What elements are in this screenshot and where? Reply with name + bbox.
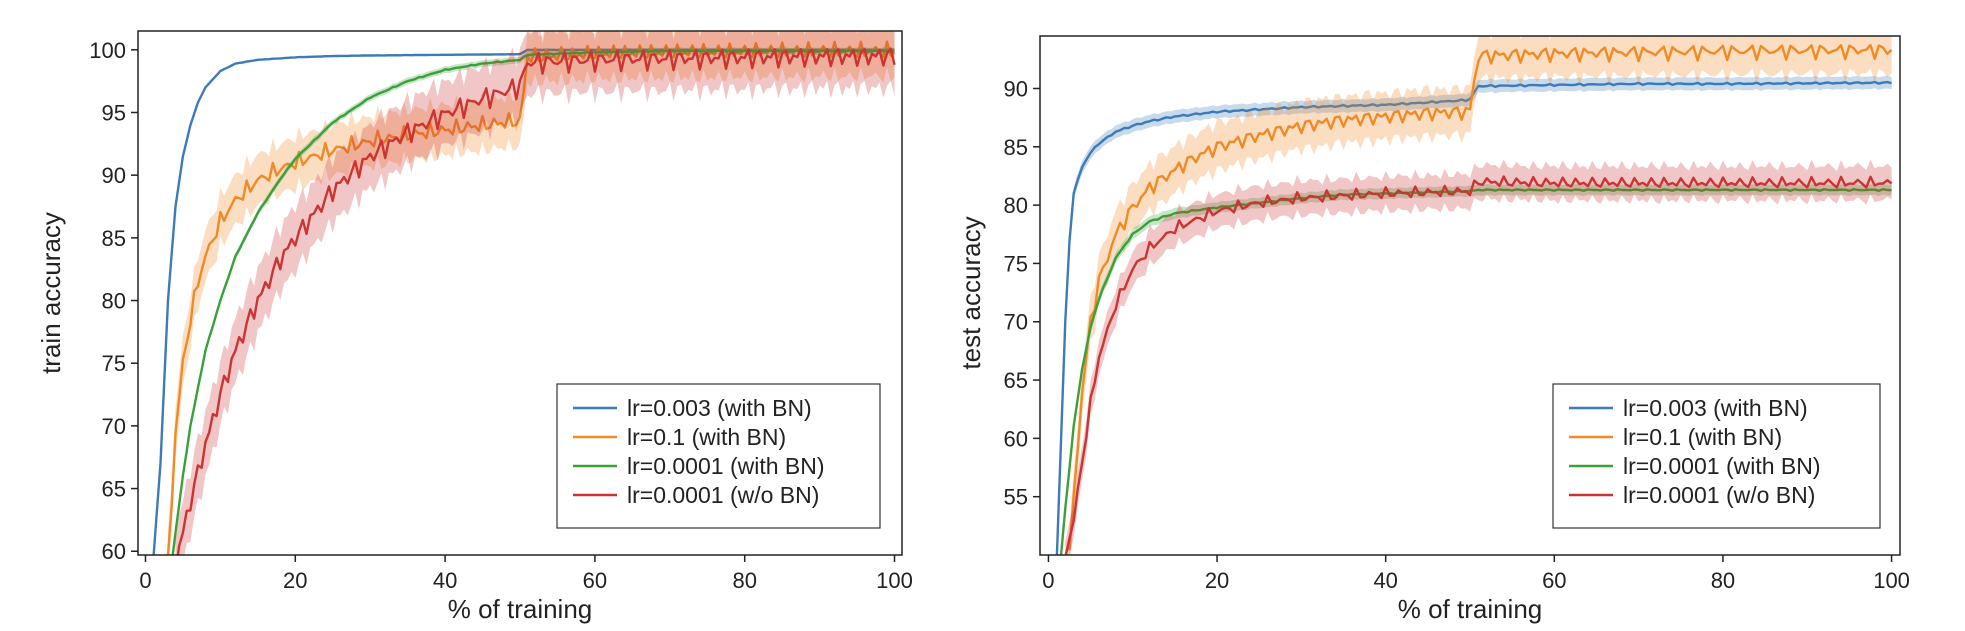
y-tick-label: 60 (1004, 426, 1028, 451)
test-accuracy-chart: 0 20 40 60 80 100 55 60 65 70 75 80 85 90 % of trainin… (956, 35, 1910, 624)
y-tick-label: 85 (102, 226, 126, 251)
x-tick-label: 40 (1373, 568, 1397, 593)
legend-label-1: lr=0.1 (with BN) (1623, 424, 1782, 450)
y-tick-label: 70 (102, 414, 126, 439)
x-tick-label: 80 (1711, 568, 1735, 593)
legend-label-0: lr=0.003 (with BN) (627, 395, 812, 421)
y-tick-label: 85 (1004, 135, 1028, 160)
x-tick-label: 80 (732, 568, 756, 593)
y-tick-label: 75 (1004, 251, 1028, 276)
y-tick-label: 80 (1004, 193, 1028, 218)
legend-label-2: lr=0.0001 (with BN) (627, 453, 825, 479)
x-tick-label: 60 (583, 568, 607, 593)
series-band-2 (1061, 183, 1892, 555)
x-axis-label: % of training (1398, 594, 1543, 624)
y-tick-label: 60 (102, 539, 126, 564)
x-tick-label: 20 (1205, 568, 1229, 593)
train-accuracy-chart: 0 20 40 60 80 100 60 65 70 75 80 85 90 95 100 % of trai… (36, 30, 913, 624)
y-tick-label: 90 (102, 163, 126, 188)
y-axis-label: test accuracy (956, 216, 986, 369)
series-line-0 (1055, 80, 1892, 555)
series-band-3 (1065, 159, 1892, 555)
legend-label-1: lr=0.1 (with BN) (627, 424, 786, 450)
y-tick-label: 90 (1004, 76, 1028, 101)
legend: lr=0.003 (with BN) lr=0.1 (with BN) lr=0.0… (1552, 383, 1881, 529)
x-tick-label: 100 (1873, 568, 1910, 593)
plot-area (152, 31, 896, 555)
x-tick-label: 60 (1542, 568, 1566, 593)
legend-label-2: lr=0.0001 (with BN) (1623, 453, 1821, 479)
y-axis-label: train accuracy (36, 212, 66, 374)
plot-frame (137, 30, 903, 556)
series-line-3 (1064, 175, 1893, 555)
y-tick-label: 70 (1004, 310, 1028, 335)
plot-area (1055, 36, 1893, 555)
series-line-3 (176, 47, 896, 555)
x-tick-label: 40 (433, 568, 457, 593)
y-tick-label: 100 (89, 38, 126, 63)
x-tick-label: 100 (876, 568, 913, 593)
series-band-1 (168, 31, 895, 555)
y-tick-label: 75 (102, 351, 126, 376)
y-tick-label: 65 (1004, 368, 1028, 393)
x-axis-label: % of training (448, 594, 593, 624)
x-tick-label: 0 (139, 568, 151, 593)
series-line-1 (1068, 43, 1893, 551)
plot-frame (1039, 35, 1901, 556)
y-tick-label: 65 (102, 477, 126, 502)
legend-label-3: lr=0.0001 (w/o BN) (1623, 482, 1815, 508)
x-tick-label: 0 (1042, 568, 1054, 593)
legend: lr=0.003 (with BN) lr=0.1 (with BN) lr=0.0… (556, 383, 881, 529)
legend-label-3: lr=0.0001 (w/o BN) (627, 482, 819, 508)
y-tick-label: 95 (102, 100, 126, 125)
x-tick-label: 20 (283, 568, 307, 593)
series-line-2 (1059, 188, 1892, 555)
y-tick-label: 80 (102, 289, 126, 314)
legend-label-0: lr=0.003 (with BN) (1623, 395, 1808, 421)
y-tick-label: 55 (1004, 485, 1028, 510)
